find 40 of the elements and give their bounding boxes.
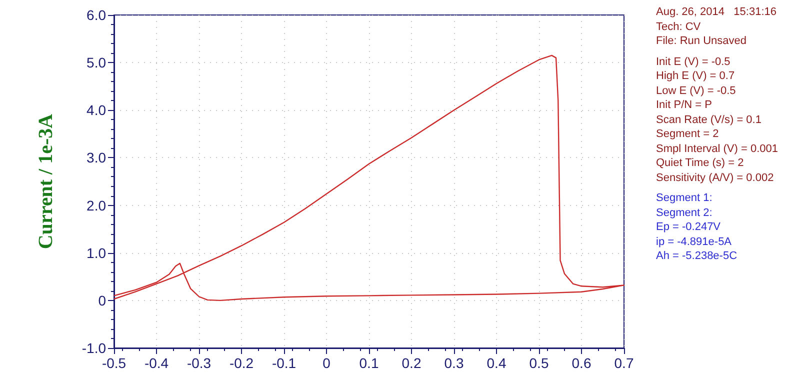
text: Ah = -5.238e-5C [656,249,738,264]
y-tick-label: 5.0 [86,54,106,71]
y-axis-title: Current / 1e-3A [35,113,57,250]
y-tick-label: -1.0 [82,340,106,356]
y-tick-label: 4.0 [86,102,106,118]
x-tick-label: -0.4 [144,355,169,371]
x-tick-label: 0 [322,355,331,371]
text: Smpl Interval (V) = 0.001 [656,142,778,156]
text: File: Run Unsaved [656,34,748,48]
text: Init E (V) = -0.5 [656,54,732,69]
text: Aug. 26, 2014 15:31:16 [656,5,778,20]
x-tick-label: 0.4 [486,355,506,371]
y-tick-label: 0 [98,292,106,308]
text: Segment = 2 [656,127,720,142]
text: Sensitivity (A/V) = 0.002 [656,170,775,185]
text: Low E (V) = -0.5 [656,84,737,98]
y-tick-label: 6.0 [86,7,106,23]
line-series [113,54,625,302]
x-tick-label: 0.5 [529,355,549,371]
x-tick-label: -0.1 [272,355,296,371]
y-tick-label: 1.0 [86,244,106,261]
y-tick-label: 2.0 [86,197,106,214]
text: Scan Rate (V/s) = 0.1 [656,112,762,127]
text: Segment 2: [656,206,714,220]
x-tick-label: 0.1 [359,355,379,371]
x-tick-label: -0.3 [186,355,212,371]
x-tick-label: 0.6 [572,355,592,371]
text: Quiet Time (s) = 2 [656,156,745,170]
text: High E (V) = 0.7 [656,69,736,84]
x-tick-label: -0.2 [229,355,254,371]
x-tick-label: 0.3 [444,355,464,371]
x-tick-label: 0.2 [402,355,422,371]
text: Segment 1: [656,191,714,206]
text: ip = -4.891e-5A [656,234,733,249]
text: Ep = -0.247V [656,220,722,234]
x-tick-label: -0.5 [102,355,126,371]
text: Tech: CV [656,20,702,34]
text: Init P/N = P [656,98,713,112]
y-tick-label: 3.0 [86,150,106,166]
x-tick-label: 0.7 [614,355,634,371]
